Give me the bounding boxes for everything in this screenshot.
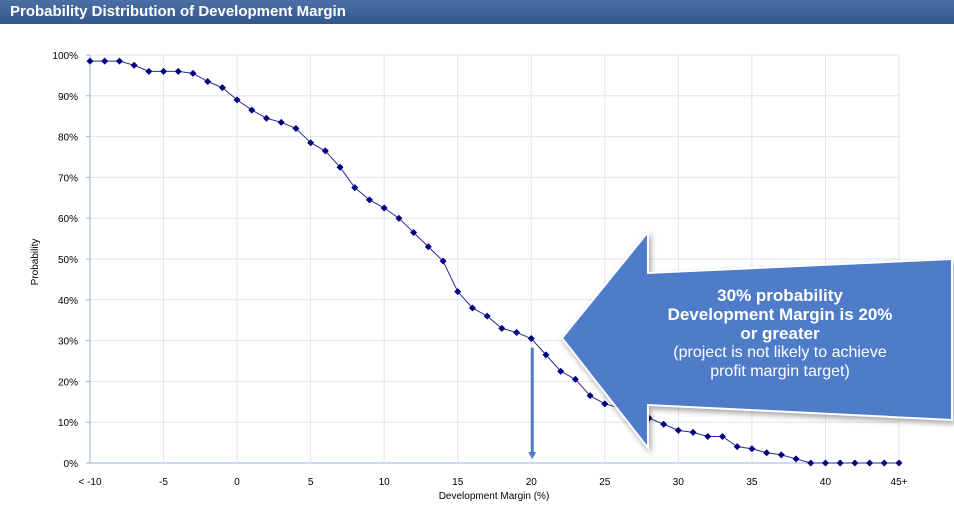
data-point [704,432,712,440]
data-point [557,367,565,375]
data-point [483,312,491,320]
x-tick-label: 25 [599,477,611,488]
data-point [424,243,432,251]
x-tick-label: 0 [234,477,240,488]
y-tick-label: 0% [64,459,79,470]
x-tick-label: 35 [746,477,758,488]
data-point [792,455,800,463]
data-point [321,147,329,155]
data-point [189,69,197,77]
x-axis-label: Development Margin (%) [439,491,550,502]
data-point [292,124,300,132]
data-point [468,304,476,312]
data-point [601,400,609,408]
data-point [527,335,535,343]
data-point [586,392,594,400]
x-tick-label: 30 [673,477,685,488]
x-tick-label: 10 [379,477,391,488]
data-point [101,57,109,65]
data-point [674,426,682,434]
data-point [365,196,373,204]
data-point [807,459,815,467]
data-point [748,445,756,453]
callout-line-5: profit margin target) [710,363,850,380]
x-tick-label: 40 [820,477,832,488]
data-point [145,67,153,75]
data-point [395,214,403,222]
y-axis-label: Probability [30,239,41,286]
x-tick-label: 15 [452,477,464,488]
data-point [718,432,726,440]
y-tick-label: 40% [58,296,78,307]
data-point [86,57,94,65]
data-point [851,459,859,467]
callout-text: 30% probability Development Margin is 20… [640,286,920,381]
data-point [836,459,844,467]
x-tick-label: < -10 [78,477,102,488]
callout-line-3: or greater [740,324,820,343]
y-tick-label: 90% [58,92,78,103]
data-point [571,375,579,383]
data-point [439,257,447,265]
data-point [233,96,241,104]
chart-title: Probability Distribution of Development … [10,3,346,20]
data-point [866,459,874,467]
data-point [174,67,182,75]
data-point [777,451,785,459]
data-point [204,78,212,86]
callout-line-2: Development Margin is 20% [667,305,893,324]
data-point [763,449,771,457]
data-point [454,288,462,296]
data-point [880,459,888,467]
data-point [248,106,256,114]
data-point [542,351,550,359]
y-tick-label: 80% [58,133,78,144]
data-point [895,459,903,467]
data-point [218,84,226,92]
data-point [130,61,138,69]
x-tick-label: -5 [159,477,168,488]
callout-line-1: 30% probability [717,286,843,305]
data-point [115,57,123,65]
data-point [277,118,285,126]
y-tick-label: 50% [58,255,78,266]
callout-line-4: (project is not likely to achieve [673,344,887,361]
y-tick-label: 70% [58,173,78,184]
y-tick-label: 20% [58,377,78,388]
data-point [733,443,741,451]
data-point [336,163,344,171]
data-point [498,324,506,332]
y-tick-label: 100% [52,51,78,62]
chart-title-bar: Probability Distribution of Development … [0,0,954,24]
x-tick-label: 5 [308,477,314,488]
y-tick-label: 10% [58,418,78,429]
y-tick-label: 30% [58,337,78,348]
callout-arrow [560,229,953,451]
marker-arrow-head [528,452,537,459]
data-point [513,328,521,336]
x-tick-label: 45+ [891,477,908,488]
data-point [351,184,359,192]
data-point [263,114,271,122]
data-point [821,459,829,467]
data-point [160,67,168,75]
data-point [410,228,418,236]
x-tick-label: 20 [526,477,538,488]
data-point [660,420,668,428]
data-point [307,139,315,147]
y-tick-label: 60% [58,214,78,225]
data-point [380,204,388,212]
data-point [689,428,697,436]
